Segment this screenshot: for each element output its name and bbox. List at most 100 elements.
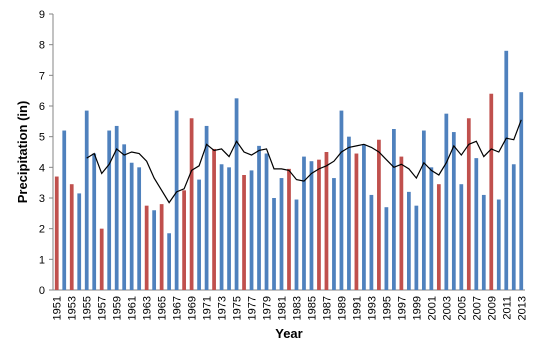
- x-tick-label: 2007: [471, 296, 483, 320]
- x-axis-title: Year: [275, 326, 302, 341]
- bar: [309, 161, 314, 290]
- bar: [362, 144, 366, 290]
- bar: [84, 110, 89, 290]
- y-tick-label: 7: [39, 70, 45, 82]
- bar: [182, 190, 186, 290]
- bar: [332, 178, 336, 290]
- bar: [451, 132, 456, 290]
- x-tick-label: 1991: [351, 296, 363, 320]
- y-tick-label: 5: [39, 132, 45, 144]
- x-tick-label: 2001: [426, 296, 438, 320]
- bar: [264, 153, 269, 290]
- bar: [167, 233, 171, 290]
- bar: [324, 152, 329, 290]
- bar: [99, 228, 104, 290]
- bar: [511, 164, 516, 290]
- x-tick-label: 2013: [516, 296, 528, 320]
- bar: [429, 167, 434, 290]
- y-tick-label: 1: [39, 254, 45, 266]
- bar: [496, 199, 501, 290]
- bar: [122, 144, 127, 290]
- bar: [302, 156, 306, 290]
- bar: [129, 162, 134, 290]
- x-tick-label: 1985: [306, 296, 318, 320]
- bar: [54, 176, 59, 290]
- x-tick-label: 2009: [486, 296, 498, 320]
- bar: [347, 136, 351, 290]
- bar: [399, 156, 404, 290]
- bar: [459, 184, 464, 290]
- x-tick-label: 1959: [112, 296, 124, 320]
- bar: [152, 210, 157, 290]
- x-tick-label: 1981: [277, 296, 289, 320]
- x-tick-label: 1973: [217, 296, 229, 320]
- bar: [219, 164, 224, 290]
- x-tick-label: 1961: [127, 296, 139, 320]
- x-tick-label: 1963: [142, 296, 154, 320]
- bar: [489, 93, 494, 290]
- bar: [339, 110, 344, 290]
- x-tick-label: 1971: [202, 296, 214, 320]
- x-tick-label: 1993: [366, 296, 378, 320]
- bar: [114, 125, 119, 290]
- bar: [227, 167, 231, 290]
- x-tick-label: 2003: [441, 296, 453, 320]
- x-tick-label: 1957: [97, 296, 109, 320]
- bar: [407, 191, 411, 290]
- bar: [444, 113, 449, 291]
- x-tick-label: 1989: [336, 296, 348, 320]
- bar: [369, 194, 374, 290]
- x-tick-label: 1969: [187, 296, 199, 320]
- bar: [92, 153, 97, 290]
- bar: [159, 204, 164, 290]
- y-tick-label: 3: [39, 193, 45, 205]
- y-tick-label: 6: [39, 101, 45, 113]
- x-tick-label: 1953: [67, 296, 79, 320]
- x-tick-label: 1977: [247, 296, 259, 320]
- bar: [77, 193, 82, 290]
- x-tick-label: 1995: [381, 296, 393, 320]
- bar: [204, 125, 209, 290]
- y-tick-label: 9: [39, 9, 45, 21]
- bar: [384, 207, 389, 290]
- bar: [421, 130, 426, 290]
- x-tick-label: 2005: [456, 296, 468, 320]
- x-tick-label: 1979: [262, 296, 274, 320]
- x-tick-label: 2011: [501, 296, 513, 320]
- bar: [242, 175, 246, 290]
- x-tick-label: 1965: [157, 296, 169, 320]
- x-tick-label: 1983: [291, 296, 303, 320]
- y-tick-label: 4: [39, 162, 45, 174]
- y-tick-label: 2: [39, 224, 45, 236]
- bar: [474, 158, 479, 290]
- x-tick-label: 1997: [396, 296, 408, 320]
- y-tick-label: 0: [39, 285, 45, 297]
- x-tick-label: 1975: [232, 296, 244, 320]
- bar: [481, 194, 486, 290]
- bar: [107, 130, 112, 290]
- x-tick-label: 1951: [52, 296, 64, 320]
- bar: [294, 199, 299, 290]
- bar: [354, 153, 359, 290]
- bar: [272, 198, 276, 290]
- bar: [377, 139, 381, 290]
- bar: [197, 179, 201, 290]
- bar: [189, 118, 194, 291]
- y-tick-label: 8: [39, 40, 45, 52]
- bar: [466, 118, 471, 291]
- bar: [519, 92, 524, 290]
- y-axis-title: Precipitation (in): [15, 101, 30, 204]
- moving-average-line: [86, 119, 522, 204]
- bar: [62, 130, 67, 290]
- x-tick-label: 1999: [411, 296, 423, 320]
- bar: [249, 170, 254, 290]
- bar: [69, 184, 74, 290]
- bar: [234, 98, 239, 290]
- bar: [137, 167, 142, 290]
- bar: [279, 178, 284, 290]
- bar: [212, 148, 216, 290]
- bar: [504, 50, 509, 290]
- bar: [257, 145, 261, 290]
- x-tick-label: 1955: [82, 296, 94, 320]
